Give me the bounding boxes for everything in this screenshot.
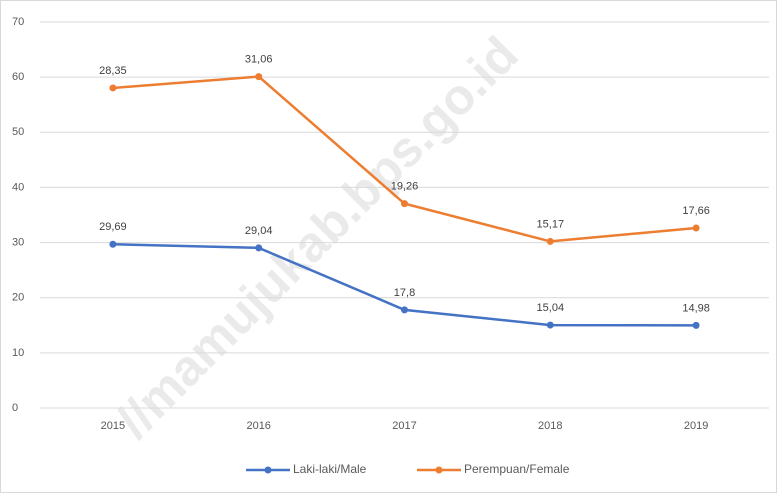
point — [546, 237, 554, 245]
x-tick-label: 2015 — [101, 420, 125, 432]
data-label: 28,35 — [99, 65, 127, 77]
data-label: 29,69 — [99, 221, 127, 233]
point — [109, 84, 117, 92]
y-tick-label: 70 — [12, 16, 24, 28]
x-tick-label: 2019 — [684, 420, 708, 432]
data-label: 19,26 — [391, 181, 419, 193]
x-tick-label: 2018 — [538, 420, 562, 432]
y-tick-label: 10 — [12, 347, 24, 359]
point — [546, 321, 554, 329]
data-label: 17,8 — [394, 287, 415, 299]
y-tick-label: 30 — [12, 236, 24, 248]
x-tick-label: 2017 — [392, 420, 416, 432]
legend-marker — [435, 466, 443, 474]
data-label: 15,17 — [537, 218, 565, 230]
y-tick-label: 60 — [12, 71, 24, 83]
legend-label: Perempuan/Female — [464, 462, 570, 476]
point — [401, 200, 408, 208]
y-tick-label: 20 — [12, 292, 24, 304]
y-tick-label: 50 — [12, 126, 24, 138]
y-tick-label: 40 — [12, 181, 24, 193]
x-tick-label: 2016 — [246, 420, 270, 432]
point — [401, 306, 408, 314]
point — [692, 224, 700, 232]
legend-label: Laki-laki/Male — [293, 462, 367, 476]
legend-marker — [264, 466, 272, 474]
data-label: 14,98 — [682, 302, 710, 314]
point — [109, 240, 117, 248]
point — [692, 321, 700, 329]
data-label: 31,06 — [245, 53, 273, 65]
y-tick-label: 0 — [12, 402, 18, 414]
data-label: 15,04 — [537, 302, 565, 314]
point — [255, 244, 263, 252]
data-label: 29,04 — [245, 225, 273, 237]
data-label: 17,66 — [682, 205, 710, 217]
point — [255, 73, 263, 81]
